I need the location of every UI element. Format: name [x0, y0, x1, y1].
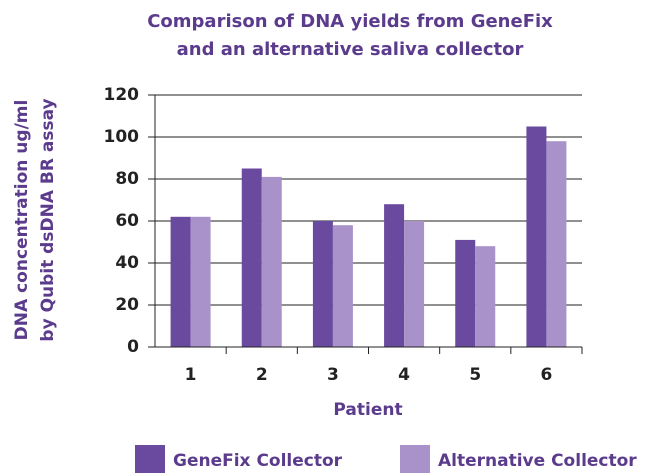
bar [332, 225, 353, 347]
legend-swatch [400, 445, 430, 473]
y-tick-label: 120 [104, 85, 140, 105]
x-tick-label: 4 [398, 365, 410, 385]
y-tick-label: 40 [115, 253, 139, 273]
chart-title: Comparison of DNA yields from GeneFix [147, 11, 553, 32]
legend-swatch [135, 445, 165, 473]
bar [475, 246, 496, 347]
chart-title: and an alternative saliva collector [177, 39, 524, 60]
bar [312, 221, 333, 347]
x-tick-label: 5 [469, 365, 481, 385]
y-tick-label: 20 [115, 295, 139, 315]
x-tick-label: 2 [256, 365, 268, 385]
bar [241, 168, 262, 347]
bar [190, 216, 211, 347]
bar [455, 239, 476, 347]
bar [384, 204, 405, 347]
legend-label: Alternative Collector [438, 451, 637, 471]
bar [261, 176, 282, 347]
y-tick-label: 100 [104, 127, 140, 147]
y-tick-label: 0 [127, 337, 139, 357]
legend-label: GeneFix Collector [173, 451, 343, 471]
x-axis-label: Patient [333, 400, 402, 420]
x-tick-label: 1 [185, 365, 197, 385]
x-tick-label: 3 [327, 365, 339, 385]
x-tick-label: 6 [540, 365, 552, 385]
bar [404, 221, 425, 347]
bar [170, 216, 191, 347]
y-axis-label: DNA concentration ug/ml [12, 100, 32, 341]
bar [546, 141, 567, 347]
y-tick-label: 60 [115, 211, 139, 231]
y-tick-label: 80 [115, 169, 139, 189]
bar [526, 126, 547, 347]
y-axis-label: by Qubit dsDNA BR assay [38, 98, 58, 341]
